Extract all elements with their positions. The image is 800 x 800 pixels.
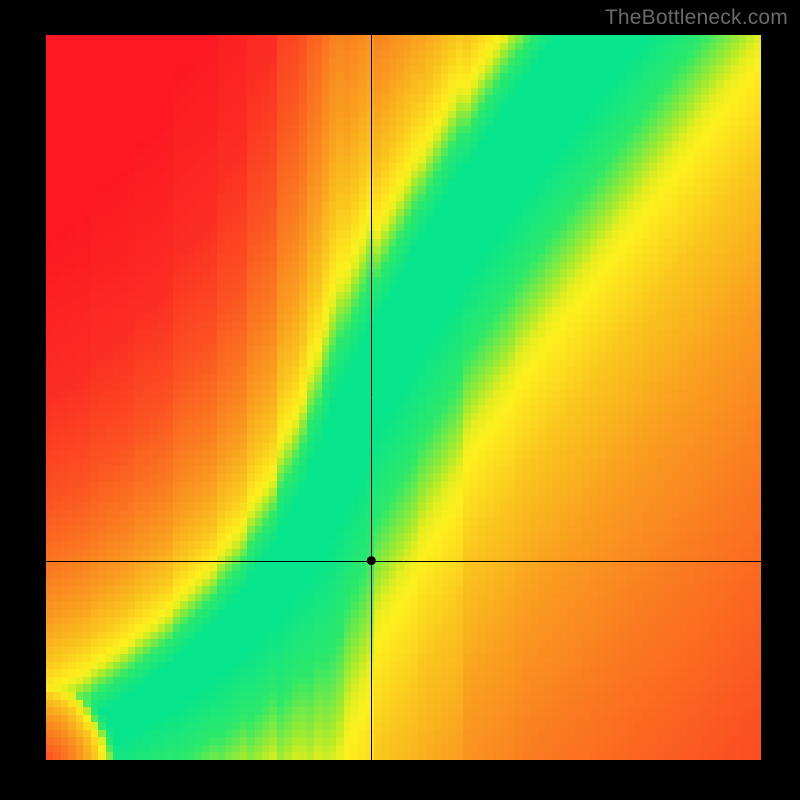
chart-stage: TheBottleneck.com: [0, 0, 800, 800]
bottleneck-heatmap-canvas: [46, 35, 761, 760]
watermark-label: TheBottleneck.com: [605, 6, 788, 30]
